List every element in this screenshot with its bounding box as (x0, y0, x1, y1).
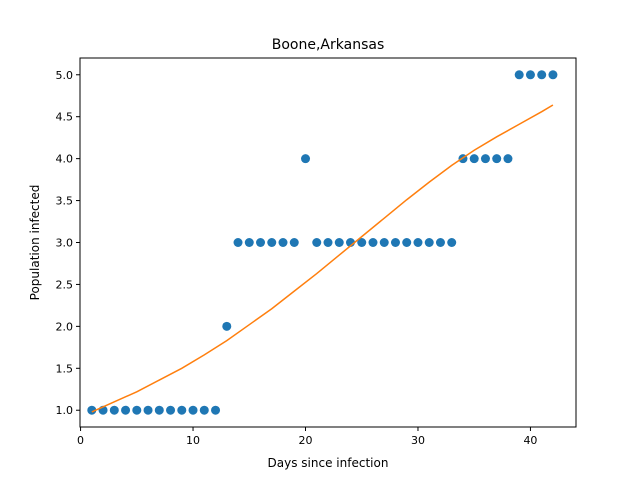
y-tick-label: 4.5 (56, 111, 74, 124)
data-point (390, 238, 400, 247)
data-point (278, 238, 288, 247)
x-tick-label: 30 (411, 434, 425, 447)
data-point (121, 405, 131, 415)
data-point (480, 154, 490, 164)
data-point (289, 238, 299, 247)
y-tick-label: 2.0 (56, 320, 74, 333)
data-point (368, 238, 378, 247)
data-point (109, 405, 119, 415)
y-axis-label: Population infected (28, 185, 42, 301)
data-point (244, 238, 254, 247)
data-point (166, 405, 176, 415)
data-point (548, 70, 558, 80)
y-tick-label: 4.0 (56, 153, 74, 166)
x-tick-label: 0 (77, 434, 84, 447)
data-point (402, 238, 412, 247)
data-point (514, 70, 524, 80)
data-point (177, 405, 187, 415)
x-tick-label: 20 (299, 434, 313, 447)
data-point (143, 405, 153, 415)
data-point (492, 154, 502, 164)
y-tick-label: 3.0 (56, 237, 74, 250)
data-point (435, 238, 445, 247)
plot-area (87, 70, 558, 415)
data-point (87, 405, 97, 415)
y-tick-label: 5.0 (56, 69, 74, 82)
data-point (525, 70, 535, 80)
y-tick-label: 2.5 (56, 278, 74, 291)
data-point (199, 405, 209, 415)
y-tick-label: 3.5 (56, 195, 74, 208)
data-point (267, 238, 277, 247)
data-point (413, 238, 423, 247)
data-point (424, 238, 434, 247)
data-point (222, 321, 232, 331)
data-point (469, 154, 479, 164)
data-point (211, 405, 221, 415)
data-point (537, 70, 547, 80)
data-point (301, 154, 311, 164)
x-axis: 0 10 20 30 40 (77, 427, 537, 447)
chart-title: Boone,Arkansas (272, 37, 385, 53)
data-point (503, 154, 513, 164)
data-point (256, 238, 266, 247)
fit-curve (91, 104, 554, 413)
data-point (357, 238, 367, 247)
y-axis: 1.0 1.5 2.0 2.5 3.0 3.5 4.0 4.5 5.0 (56, 69, 80, 417)
data-point (334, 238, 344, 247)
data-point (312, 238, 322, 247)
y-tick-label: 1.5 (56, 362, 74, 375)
data-point (379, 238, 389, 247)
x-tick-label: 10 (186, 434, 200, 447)
data-point (188, 405, 198, 415)
data-point (154, 405, 164, 415)
y-tick-label: 1.0 (56, 404, 74, 417)
x-axis-label: Days since infection (268, 456, 389, 470)
x-tick-label: 40 (523, 434, 537, 447)
data-point (132, 405, 142, 415)
data-point (233, 238, 243, 247)
data-point (323, 238, 333, 247)
data-point (447, 238, 457, 247)
